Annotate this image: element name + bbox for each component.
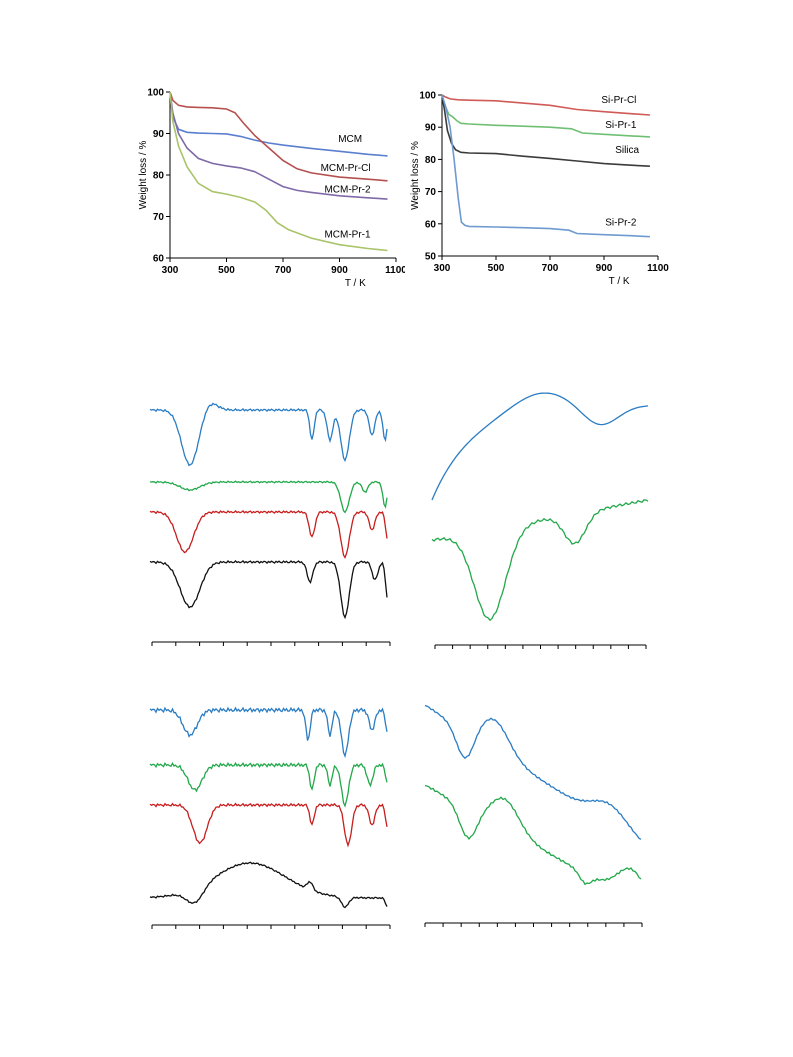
y-tick-label: 100 (147, 88, 164, 99)
spectrum-trace (149, 706, 388, 759)
series-line-si-pr-2 (441, 94, 650, 238)
tga-chart-mcm-svg: 300 500 700 900 1100 60 70 80 90 100 T / K Weight l… (138, 88, 407, 290)
x-tick-label: 900 (331, 265, 348, 276)
series-line-si-pr-cl (441, 94, 650, 116)
series-line-si-pr-1 (441, 94, 650, 138)
series-label-mcm-pr-1: MCM-Pr-1 (324, 229, 371, 240)
series-label-mcm-pr-2: MCM-Pr-2 (324, 184, 371, 195)
spectrum-trace (149, 861, 388, 909)
series-line-mcm-pr-cl (169, 91, 388, 182)
spectra-top-right-svg (431, 392, 649, 649)
y-axis-label: Weight loss / % (410, 141, 421, 210)
y-tick-label: 80 (153, 171, 165, 182)
y-axis-label: Weight loss / % (138, 141, 149, 210)
x-tick-label: 500 (488, 263, 505, 274)
series-label-si-pr-2: Si-Pr-2 (605, 217, 637, 228)
y-tick-label: 90 (425, 123, 437, 134)
x-axis-label: T / K (345, 278, 366, 289)
series-label-si-pr-cl: Si-Pr-Cl (601, 95, 636, 106)
y-tick-label: 80 (425, 155, 437, 166)
x-tick-label: 700 (542, 263, 559, 274)
spectrum-trace (149, 402, 388, 467)
x-axis-label: T / K (609, 276, 630, 287)
y-tick-label: 70 (425, 187, 437, 198)
series-line-mcm (169, 91, 388, 157)
spectrum-trace (149, 480, 388, 514)
spectrum-trace (431, 392, 649, 501)
tga-chart-mcm: 300 500 700 900 1100 60 70 80 90 100 T / K Weight l… (130, 80, 407, 295)
spectrum-trace (424, 704, 642, 840)
tga-chart-silica: 300 500 700 900 1100 50 60 70 80 90 100 T / K Weight… (405, 80, 695, 295)
y-tick-label: 60 (425, 219, 437, 230)
tga-chart-silica-svg: 300 500 700 900 1100 50 60 70 80 90 100 T / K Weight… (410, 91, 669, 288)
spectrum-trace (149, 802, 388, 848)
x-tick-label: 1100 (385, 265, 405, 276)
series-line-mcm-pr-2 (169, 91, 388, 200)
spectra-top-left-svg (149, 402, 391, 646)
x-tick-label: 700 (275, 265, 292, 276)
series-label-mcm-pr-cl: MCM-Pr-Cl (321, 163, 371, 174)
x-tick-label: 1100 (647, 263, 669, 274)
series-label-mcm: MCM (338, 134, 362, 145)
spectrum-trace (149, 509, 388, 559)
spectra-panel-bottom-right (410, 680, 655, 935)
series-label-si-pr-1: Si-Pr-1 (605, 120, 637, 131)
spectra-panel-top-right (420, 390, 660, 655)
spectrum-trace (149, 559, 388, 620)
x-tick-label: 900 (596, 263, 613, 274)
spectra-bottom-right-svg (424, 704, 643, 927)
series-label-silica: Silica (615, 145, 639, 156)
y-tick-label: 60 (153, 254, 165, 265)
spectrum-trace (424, 784, 642, 886)
series-line-mcm-pr-1 (169, 91, 388, 252)
spectra-panel-bottom-left (140, 680, 405, 935)
y-tick-label: 100 (419, 91, 436, 102)
spectrum-trace (431, 499, 649, 622)
spectra-panel-top-left (140, 390, 405, 655)
series-line-silica (441, 94, 650, 167)
spectrum-trace (149, 761, 388, 808)
x-tick-label: 500 (218, 265, 235, 276)
y-tick-label: 90 (153, 129, 165, 140)
spectra-bottom-left-svg (149, 706, 391, 929)
x-tick-label: 300 (162, 265, 179, 276)
x-tick-label: 300 (434, 263, 451, 274)
y-tick-label: 70 (153, 212, 165, 223)
y-tick-label: 50 (425, 252, 437, 263)
